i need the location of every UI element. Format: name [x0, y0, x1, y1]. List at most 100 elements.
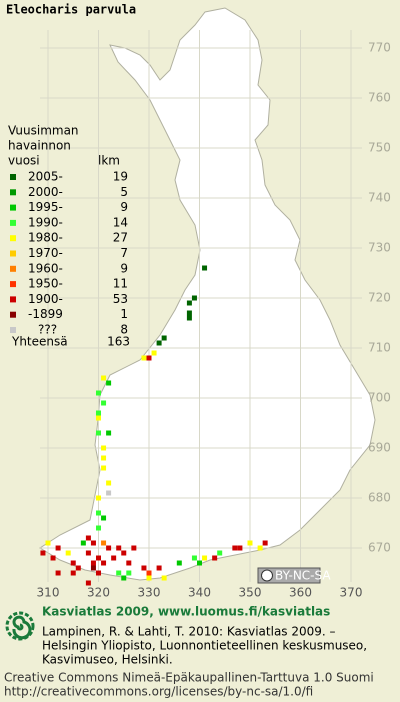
occurrence-cell — [40, 550, 46, 556]
legend-count: 14 — [113, 215, 128, 229]
occurrence-cell — [50, 555, 56, 561]
occurrence-cell — [101, 455, 107, 461]
legend-period: 2005- — [28, 170, 63, 184]
legend-period: ??? — [38, 323, 57, 337]
legend-period: -1899 — [28, 307, 63, 321]
y-label: 690 — [368, 441, 391, 455]
legend-count: 19 — [113, 170, 128, 184]
legend-swatch — [10, 235, 16, 242]
occurrence-cell — [101, 445, 107, 451]
occurrence-cell — [96, 495, 101, 501]
occurrence-cell — [75, 565, 81, 571]
occurrence-cell — [121, 550, 127, 556]
badge-text: BY-NC-SA — [275, 569, 331, 583]
occurrence-cell — [186, 310, 192, 316]
y-label: 670 — [368, 541, 391, 555]
occurrence-cell — [70, 570, 76, 576]
occurrence-cell — [101, 515, 107, 521]
y-label: 730 — [368, 241, 391, 255]
y-label: 700 — [368, 391, 391, 405]
occurrence-cell — [96, 570, 101, 576]
occurrence-cell — [237, 545, 243, 551]
occurrence-cell — [96, 430, 101, 436]
x-label: 340 — [188, 586, 211, 600]
occurrence-cell — [106, 430, 112, 436]
occurrence-cell — [202, 555, 208, 561]
legend-period: 1995- — [28, 200, 63, 214]
total-value: 163 — [107, 335, 130, 349]
legend-count: 27 — [113, 231, 128, 245]
occurrence-cell — [85, 580, 91, 586]
occurrence-cell — [202, 265, 208, 271]
legend-swatch — [10, 327, 16, 333]
occurrence-cell — [90, 565, 96, 571]
citation: Helsingin Yliopisto, Luonnontieteellinen… — [42, 639, 367, 653]
x-label: 320 — [87, 586, 110, 600]
legend-swatch — [10, 219, 16, 226]
legend-count: 8 — [120, 323, 128, 337]
legend-swatch — [10, 281, 16, 288]
occurrence-cell — [65, 550, 71, 556]
occurrence-cell — [96, 410, 101, 416]
y-label: 750 — [368, 141, 391, 155]
legend-swatch — [10, 311, 16, 318]
legend-header: lkm — [98, 154, 120, 168]
occurrence-cell — [146, 570, 152, 576]
legend-period: 1950- — [28, 277, 63, 291]
occurrence-cell — [186, 300, 192, 306]
occurrence-cell — [96, 510, 101, 516]
occurrence-cell — [232, 545, 238, 551]
occurrence-cell — [96, 555, 101, 561]
occurrence-cell — [161, 335, 167, 341]
occurrence-cell — [101, 375, 107, 381]
occurrence-cell — [90, 540, 96, 546]
occurrence-cell — [146, 355, 152, 361]
legend-period: 1990- — [28, 215, 63, 229]
x-label: 370 — [340, 586, 363, 600]
occurrence-cell — [101, 400, 107, 406]
occurrence-cell — [106, 480, 112, 486]
y-label: 710 — [368, 341, 391, 355]
occurrence-cell — [141, 355, 147, 361]
occurrence-cell — [131, 545, 137, 551]
y-label: 680 — [368, 491, 391, 505]
occurrence-cell — [176, 560, 182, 566]
occurrence-cell — [116, 570, 122, 576]
finland-land — [39, 7, 376, 581]
total-label: Yhteensä — [11, 335, 68, 349]
occurrence-cell — [197, 560, 202, 566]
y-label: 770 — [368, 41, 391, 55]
occurrence-cell — [101, 540, 107, 546]
legend-swatch — [10, 189, 16, 196]
occurrence-cell — [212, 555, 218, 561]
logo-spiral — [12, 615, 32, 640]
occurrence-cell — [55, 545, 61, 551]
occurrence-cell — [111, 555, 117, 561]
occurrence-cell — [151, 350, 157, 356]
occurrence-cell — [257, 545, 263, 551]
occurrence-cell — [101, 560, 107, 566]
citation: Kasvimuseo, Helsinki. — [42, 653, 173, 667]
x-label: 360 — [289, 586, 312, 600]
legend-header: Vuusimman — [8, 124, 79, 138]
occurrence-cell — [101, 465, 107, 471]
legend-period: 1970- — [28, 246, 63, 260]
legend-period: 2000- — [28, 185, 63, 199]
y-label: 740 — [368, 191, 391, 205]
occurrence-cell — [247, 540, 253, 546]
legend-count: 7 — [120, 246, 128, 260]
legend-count: 5 — [120, 185, 128, 199]
logo — [5, 611, 35, 641]
occurrence-cell — [217, 550, 223, 556]
legend-period: 1960- — [28, 261, 63, 275]
legend-count: 9 — [120, 261, 128, 275]
legend-swatch — [10, 250, 16, 257]
y-label: 720 — [368, 291, 391, 305]
occurrence-cell — [126, 560, 132, 566]
occurrence-cell — [262, 540, 268, 546]
occurrence-cell — [90, 560, 96, 566]
occurrence-cell — [55, 570, 61, 576]
legend-header: havainnon — [8, 139, 71, 153]
x-label: 310 — [37, 586, 60, 600]
legend-swatch — [10, 265, 16, 272]
